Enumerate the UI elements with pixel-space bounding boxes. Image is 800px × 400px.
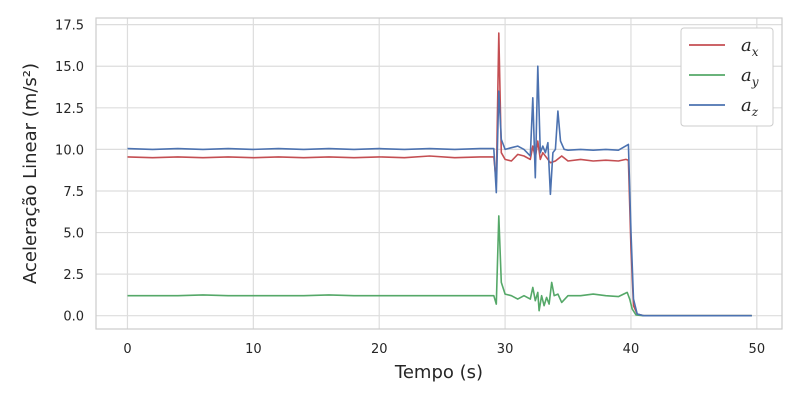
x-tick-label: 20	[371, 342, 388, 357]
legend-box	[680, 27, 774, 127]
series-line-z	[127, 65, 752, 317]
y-axis-title: Aceleração Linear (m/s²)	[20, 63, 41, 284]
x-tick-label: 0	[123, 342, 131, 357]
x-tick-labels: 0 10 20 30 40 50	[123, 342, 765, 357]
y-tick-label: 2.5	[63, 268, 84, 283]
y-tick-labels: 0.0 2.5 5.0 7.5 10.0 12.5 15.0 17.5	[55, 19, 84, 325]
y-tick-label: 15.0	[55, 60, 84, 75]
y-tick-label: 10.0	[55, 143, 84, 158]
plot-frame	[95, 17, 783, 330]
x-tick-label: 30	[497, 342, 514, 357]
x-axis-title: Tempo (s)	[394, 362, 483, 383]
legend: ax ay az	[680, 27, 774, 127]
series-line-y	[127, 215, 752, 317]
y-tick-label: 7.5	[63, 185, 84, 200]
x-tick-label: 50	[749, 342, 766, 357]
y-tick-label: 17.5	[55, 19, 84, 34]
plot-series	[127, 32, 752, 317]
x-tick-label: 10	[245, 342, 262, 357]
legend-label-y: ay	[741, 65, 759, 89]
legend-label-x: ax	[741, 35, 759, 59]
legend-label-z: az	[741, 95, 759, 119]
series-line-x	[127, 32, 752, 317]
x-tick-label: 40	[623, 342, 640, 357]
y-tick-label: 5.0	[63, 227, 84, 242]
y-tick-label: 12.5	[55, 102, 84, 117]
y-tick-label: 0.0	[63, 310, 84, 325]
